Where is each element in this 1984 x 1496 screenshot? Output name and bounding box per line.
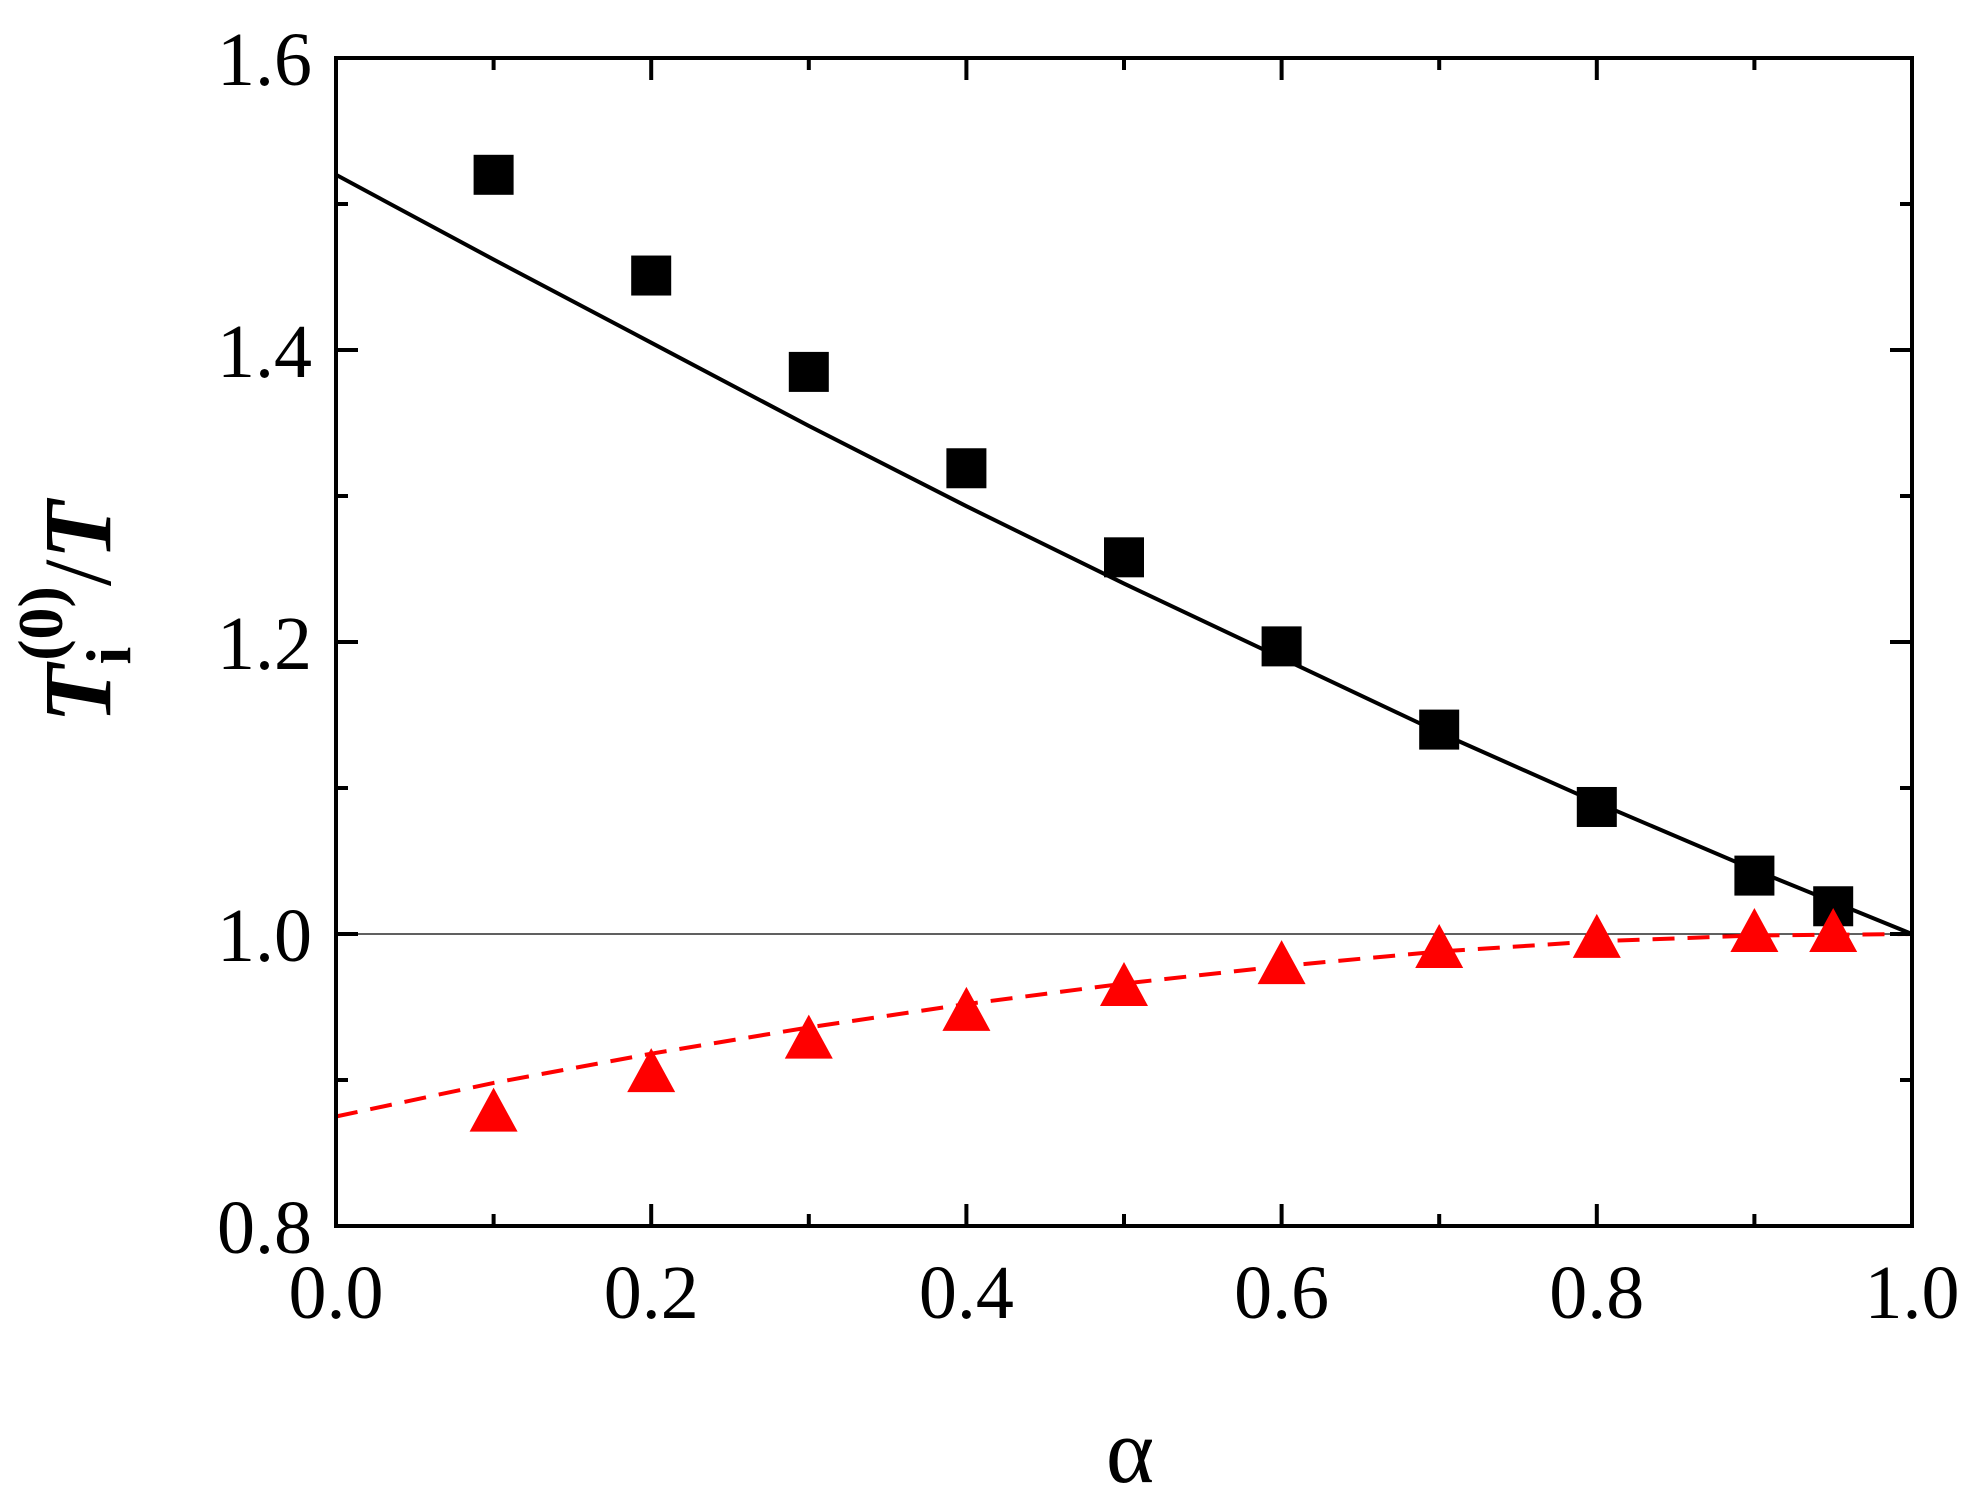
triangle-point [1572,913,1621,958]
triangle-point [1415,924,1464,969]
triangle-point [469,1087,518,1132]
plot-area [335,154,1913,1132]
triangle-point [1100,962,1148,1007]
y-axis-title-superscript: (0) [5,586,76,661]
triangle-point [1730,908,1779,952]
x-tick-label: 0.4 [919,1251,1014,1335]
x-tick-label: 0.8 [1549,1251,1644,1335]
y-axis-title-slash: / [24,559,131,586]
y-axis-title-subscript: i [73,647,144,665]
square-point [1419,709,1460,750]
y-tick-label: 1.6 [217,18,312,102]
triangle-point [942,986,991,1031]
square-point [788,351,829,392]
axes [334,56,1914,1228]
square-point [1261,626,1302,667]
svg-text:Ti(0)/T: Ti(0)/T [5,497,144,723]
triangle-point [1809,908,1858,952]
y-tick-label: 1.4 [217,310,312,394]
x-tick-label: 0.6 [1234,1251,1329,1335]
triangle-point [1257,940,1306,985]
y-axis-title-denominator: T [24,497,131,559]
x-tick-label: 0.2 [604,1251,699,1335]
x-tick-label: 1.0 [1865,1251,1960,1335]
square-point [473,154,514,195]
y-axis-title: Ti(0)/T [5,497,144,723]
square-point [631,255,672,296]
square-point [946,448,987,489]
dashed-curve-1 [335,932,1913,1119]
y-tick-label: 1.0 [217,894,312,978]
square-point [1576,786,1617,827]
square-point [1104,537,1144,578]
square-point [1734,855,1775,896]
solid-curve-0 [335,173,1913,936]
tick-labels: 0.0 0.2 0.4 0.6 0.8 1.0 0.8 1.0 1.2 1.4 1.6 [217,18,1960,1335]
plot-frame [334,56,1914,1228]
triangle-point [784,1014,833,1059]
y-tick-label: 0.8 [217,1186,312,1270]
x-tick-label: 0.0 [289,1251,384,1335]
y-axis-title-base: T [24,661,131,723]
triangle-point [627,1048,676,1093]
x-axis-title: α [1106,1400,1154,1496]
y-tick-label: 1.2 [217,602,312,686]
